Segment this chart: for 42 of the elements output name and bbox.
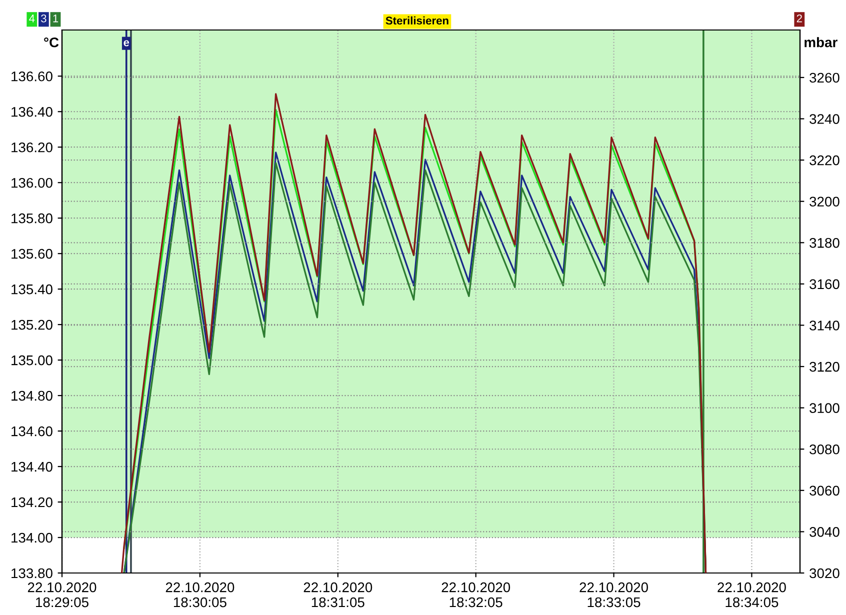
y-tick-label: 134.80 bbox=[12, 390, 52, 401]
y2-tick-label: 3140 bbox=[810, 320, 840, 330]
x-tick-label: 22.10.2020 18:33:05 bbox=[580, 582, 648, 608]
text: 4 bbox=[29, 14, 35, 22]
y-tick-label: 134.20 bbox=[12, 497, 52, 508]
y-tick-label: 134.40 bbox=[12, 462, 52, 472]
x-tick-label: 22.10.2020 18:32:05 bbox=[442, 582, 510, 608]
x-tick-label: 22.10.2020 18:31:05 bbox=[304, 582, 372, 608]
y2-axis-title: mbar bbox=[804, 37, 838, 48]
y-tick-label: 136.20 bbox=[12, 142, 52, 152]
x-tick-label: 22.10.2020 18:30:05 bbox=[166, 582, 234, 608]
y-tick-label: 135.40 bbox=[12, 284, 52, 294]
y-tick-label: 134.00 bbox=[12, 532, 52, 543]
x-tick-label: 22.10.2020 18:29:05 bbox=[28, 582, 96, 608]
y-tick-label: 135.00 bbox=[12, 355, 52, 366]
y-axis-title: °C bbox=[44, 37, 59, 48]
y2-tick-label: 3260 bbox=[810, 72, 840, 83]
y2-tick-label: 3220 bbox=[810, 155, 840, 166]
y2-tick-label: 3100 bbox=[810, 403, 840, 413]
y2-tick-label: 3160 bbox=[810, 279, 840, 290]
y-tick-label: 133.80 bbox=[12, 568, 52, 578]
y2-tick-label: 3080 bbox=[810, 444, 840, 454]
y2-tick-label: 3020 bbox=[810, 568, 840, 578]
y-tick-label: 134.60 bbox=[12, 426, 52, 436]
y2-tick-label: 3060 bbox=[810, 486, 840, 496]
text: Sterilisieren bbox=[386, 16, 448, 25]
ref-line-label: e bbox=[124, 40, 130, 46]
y-tick-label: 136.60 bbox=[12, 71, 52, 82]
text: 1 bbox=[53, 14, 58, 22]
y2-tick-label: 3200 bbox=[810, 196, 840, 207]
y2-tick-label: 3240 bbox=[810, 114, 840, 124]
y2-tick-label: 3040 bbox=[810, 527, 840, 537]
text: 2 bbox=[796, 14, 802, 22]
y2-tick-label: 3120 bbox=[810, 362, 840, 372]
y-tick-label: 135.20 bbox=[12, 320, 52, 330]
y-tick-label: 136.00 bbox=[12, 178, 52, 188]
y-tick-label: 135.80 bbox=[12, 213, 52, 224]
x-tick-label: 22.10.2020 18:34:05 bbox=[718, 582, 786, 608]
y2-tick-label: 3180 bbox=[810, 238, 840, 248]
y-tick-label: 135.60 bbox=[12, 248, 52, 259]
text: 3 bbox=[41, 14, 46, 22]
y-tick-label: 136.40 bbox=[12, 106, 52, 117]
